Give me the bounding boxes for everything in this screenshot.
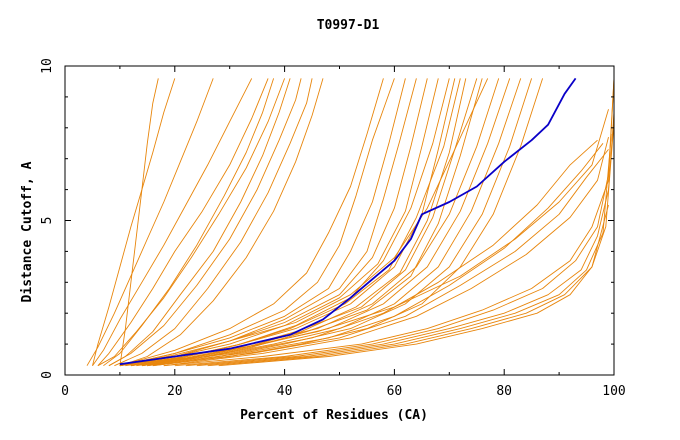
x-tick-label: 0 xyxy=(61,384,69,399)
y-axis-label: Distance Cutoff, A xyxy=(20,161,35,302)
model-curve-4 xyxy=(92,78,253,366)
model-curve-23 xyxy=(141,78,483,367)
model-curve-31 xyxy=(147,143,604,367)
highlighted-model-curve xyxy=(119,77,577,366)
x-tick-label: 80 xyxy=(496,384,512,399)
model-curve-7 xyxy=(97,78,286,367)
model-curve-14 xyxy=(119,78,406,367)
y-tick-label: 10 xyxy=(40,58,55,74)
x-tick-label: 100 xyxy=(602,384,625,399)
y-tick-label: 5 xyxy=(40,217,55,225)
model-curve-1 xyxy=(119,78,159,366)
model-curve-34 xyxy=(147,109,609,367)
model-curve-3 xyxy=(86,78,214,366)
model-curve-32 xyxy=(152,149,609,367)
model-curve-36 xyxy=(174,78,615,367)
model-curve-9 xyxy=(108,78,302,367)
model-curve-27 xyxy=(141,78,522,367)
x-tick-label: 40 xyxy=(277,384,293,399)
model-curve-37 xyxy=(185,112,615,367)
model-curve-8 xyxy=(108,78,291,367)
model-curve-33 xyxy=(163,136,609,367)
model-curve-40 xyxy=(218,204,609,367)
series-layer xyxy=(86,77,615,367)
x-tick-label: 60 xyxy=(387,384,403,399)
y-tick-label: 0 xyxy=(40,371,55,379)
model-curve-29 xyxy=(152,78,544,367)
axes-layer: 0 20 40 60 80 100 0 5 10 xyxy=(40,58,626,399)
model-curve-2 xyxy=(92,78,176,366)
model-curve-16 xyxy=(119,78,428,367)
x-axis-label: Percent of Residues (CA) xyxy=(240,408,428,423)
model-curve-20 xyxy=(125,78,461,367)
chart-title: T0997-D1 xyxy=(317,18,380,33)
model-curve-12 xyxy=(119,78,384,367)
model-curve-22 xyxy=(130,78,478,367)
model-curve-17 xyxy=(119,78,439,367)
x-tick-label: 20 xyxy=(167,384,183,399)
model-curve-5 xyxy=(97,78,269,366)
model-curve-24 xyxy=(119,78,489,367)
model-curve-39 xyxy=(207,121,615,367)
model-curve-11 xyxy=(119,78,324,367)
model-curve-30 xyxy=(141,139,598,367)
model-curve-10 xyxy=(114,78,313,367)
model-curve-28 xyxy=(147,78,533,367)
model-curve-13 xyxy=(119,78,395,367)
model-curve-6 xyxy=(103,78,275,367)
model-curve-35 xyxy=(163,78,615,367)
